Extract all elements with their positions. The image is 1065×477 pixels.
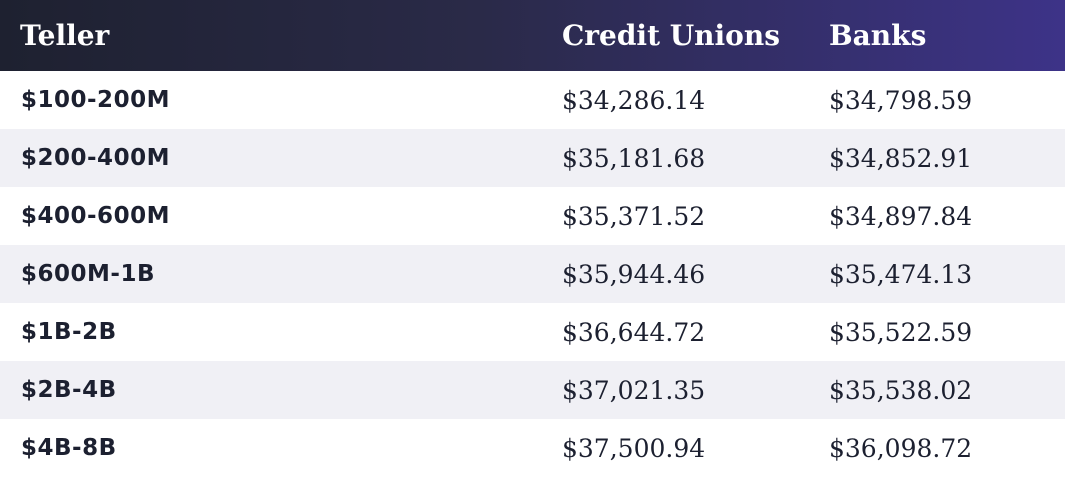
table-row: $200-400M $35,181.68 $34,852.91 (0, 129, 1065, 187)
credit-unions-value: $37,500.94 (562, 433, 706, 463)
credit-unions-value: $36,644.72 (562, 317, 706, 347)
banks-value: $36,098.72 (829, 433, 973, 463)
banks-value: $35,538.02 (829, 375, 973, 405)
table-row: $4B-8B $37,500.94 $36,098.72 (0, 419, 1065, 477)
table-row: $100-200M $34,286.14 $34,798.59 (0, 71, 1065, 129)
credit-unions-value: $35,944.46 (562, 259, 706, 289)
credit-unions-value: $35,371.52 (562, 201, 706, 231)
row-label: $200-400M (21, 145, 170, 171)
banks-value: $35,522.59 (829, 317, 973, 347)
column-header-banks: Banks (829, 19, 927, 52)
row-label: $2B-4B (21, 377, 117, 403)
table-row: $1B-2B $36,644.72 $35,522.59 (0, 303, 1065, 361)
row-label: $600M-1B (21, 261, 155, 287)
banks-value: $34,852.91 (829, 143, 973, 173)
banks-value: $35,474.13 (829, 259, 973, 289)
row-label: $400-600M (21, 203, 170, 229)
credit-unions-value: $37,021.35 (562, 375, 706, 405)
column-header-credit-unions: Credit Unions (562, 19, 780, 52)
table-row: $600M-1B $35,944.46 $35,474.13 (0, 245, 1065, 303)
row-label: $1B-2B (21, 319, 117, 345)
banks-value: $34,798.59 (829, 85, 973, 115)
table-row: $2B-4B $37,021.35 $35,538.02 (0, 361, 1065, 419)
column-header-teller: Teller (20, 19, 110, 52)
row-label: $100-200M (21, 87, 170, 113)
table-row: $400-600M $35,371.52 $34,897.84 (0, 187, 1065, 245)
credit-unions-value: $34,286.14 (562, 85, 706, 115)
credit-unions-value: $35,181.68 (562, 143, 706, 173)
row-label: $4B-8B (21, 435, 117, 461)
table-header: Teller Credit Unions Banks (0, 0, 1065, 71)
banks-value: $34,897.84 (829, 201, 973, 231)
